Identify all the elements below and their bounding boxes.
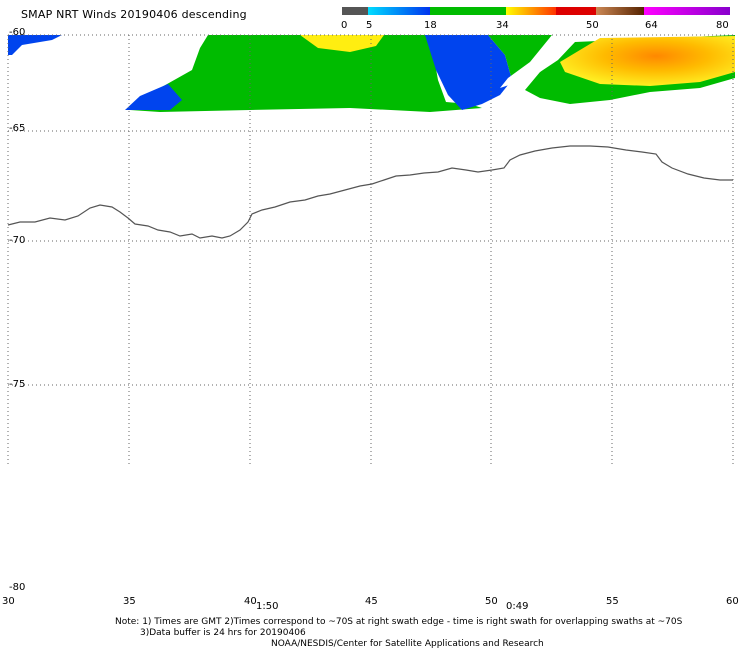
colorbar-segment-dark <box>342 7 368 15</box>
wind-swaths <box>8 35 735 112</box>
lon-label: 50 <box>485 596 498 607</box>
coastline <box>7 145 733 239</box>
lat-label: -70 <box>9 235 25 246</box>
colorbar-label: 80 <box>716 20 729 31</box>
colorbar-segment-warm <box>506 7 556 15</box>
note-line-3: NOAA/NESDIS/Center for Satellite Applica… <box>271 639 544 649</box>
wind-patch-blue-small <box>125 84 182 110</box>
colorbar-label: 5 <box>366 20 373 31</box>
wind-patch-blue-center <box>425 35 512 110</box>
swath-time-label: 1:50 <box>256 601 279 612</box>
lat-label: -75 <box>9 379 25 390</box>
lon-label: 55 <box>606 596 619 607</box>
wind-patch-yellow-east <box>560 36 735 86</box>
colorbar-label: 34 <box>496 20 509 31</box>
latitude-labels: -60 -65 -70 -75 -80 <box>9 27 25 593</box>
wind-patch-blue-left <box>8 35 62 55</box>
colorbar <box>342 7 730 15</box>
colorbar-label: 64 <box>645 20 658 31</box>
map-title: SMAP NRT Winds 20190406 descending <box>21 8 247 21</box>
grid <box>7 34 735 465</box>
colorbar-label: 18 <box>424 20 437 31</box>
colorbar-segment-brown <box>596 7 644 15</box>
lon-label: 60 <box>726 596 739 607</box>
lon-label: 45 <box>365 596 378 607</box>
colorbar-label: 50 <box>586 20 599 31</box>
lat-label: -60 <box>9 27 25 38</box>
wind-patch-green-main <box>130 35 482 112</box>
lat-label: -65 <box>9 123 25 134</box>
colorbar-segment-blue <box>368 7 430 15</box>
colorbar-segment-red <box>556 7 596 15</box>
colorbar-segment-magenta <box>644 7 730 15</box>
swath-gap <box>500 35 575 88</box>
colorbar-segment-green <box>430 7 506 15</box>
wind-patch-yellow-top <box>300 35 384 52</box>
lon-label: 40 <box>244 596 257 607</box>
note-line-2: 3)Data buffer is 24 hrs for 20190406 <box>140 628 306 638</box>
note-line-1: Note: 1) Times are GMT 2)Times correspon… <box>115 617 683 627</box>
swath-time-label: 0:49 <box>506 601 529 612</box>
wind-patch-green-right <box>488 35 552 80</box>
lon-label: 35 <box>123 596 136 607</box>
lon-label: 30 <box>2 596 15 607</box>
lat-label: -80 <box>9 582 25 593</box>
colorbar-label: 0 <box>341 20 348 31</box>
